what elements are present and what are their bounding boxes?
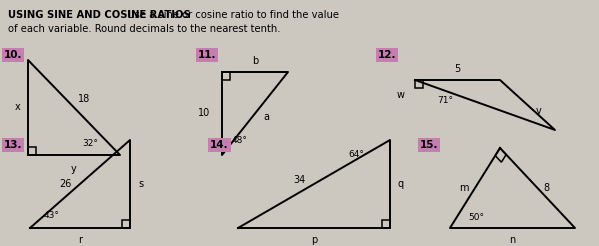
Text: 10: 10 [198, 108, 210, 119]
Text: 14.: 14. [210, 140, 229, 150]
Text: 43°: 43° [44, 211, 60, 220]
Text: 64°: 64° [348, 150, 364, 159]
Text: 18: 18 [78, 93, 90, 104]
Text: m: m [459, 183, 469, 193]
Text: 32°: 32° [82, 138, 98, 148]
Text: y: y [71, 164, 77, 174]
Text: 71°: 71° [437, 96, 453, 105]
Text: of each variable. Round decimals to the nearest tenth.: of each variable. Round decimals to the … [8, 24, 280, 34]
Text: 50°: 50° [468, 213, 484, 222]
Text: 26: 26 [60, 179, 72, 189]
Text: q: q [398, 179, 404, 189]
Text: b: b [252, 56, 258, 66]
Text: a: a [263, 111, 269, 122]
Text: w: w [397, 90, 405, 100]
Text: 13.: 13. [4, 140, 23, 150]
Text: 5: 5 [455, 64, 461, 74]
Text: r: r [78, 235, 82, 245]
Text: 12.: 12. [378, 50, 397, 60]
Text: p: p [311, 235, 317, 245]
Text: USING SINE AND COSINE RATIOS: USING SINE AND COSINE RATIOS [8, 10, 190, 20]
Text: 11.: 11. [198, 50, 216, 60]
Text: 34: 34 [294, 175, 306, 185]
Text: n: n [509, 235, 516, 245]
Text: s: s [138, 179, 143, 189]
Text: 15.: 15. [420, 140, 438, 150]
Text: v: v [536, 106, 541, 116]
Text: 8: 8 [543, 183, 550, 193]
Text: 48°: 48° [232, 136, 248, 145]
Text: Use a sine or cosine ratio to find the value: Use a sine or cosine ratio to find the v… [122, 10, 340, 20]
Text: x: x [15, 103, 21, 112]
Text: 10.: 10. [4, 50, 23, 60]
